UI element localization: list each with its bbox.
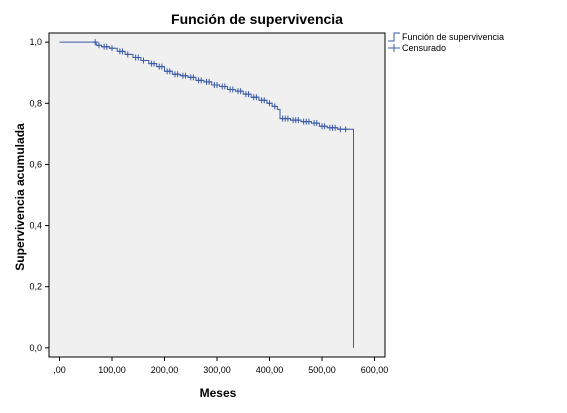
y-tick-label: 0,2 — [29, 282, 42, 292]
censor-mark — [109, 45, 115, 52]
plot-area — [48, 32, 386, 358]
censor-mark — [261, 97, 268, 104]
censor-layer — [92, 39, 349, 133]
legend-label-survival: Función de supervivencia — [402, 32, 504, 42]
censor-mark — [266, 100, 273, 107]
censor-mark — [103, 43, 110, 50]
censor-mark — [206, 78, 213, 85]
censor-mark — [140, 57, 147, 64]
legend-label-censored: Censurado — [402, 43, 446, 53]
censor-mark — [174, 71, 181, 78]
censor-mark — [151, 60, 157, 67]
censor-mark — [158, 63, 165, 70]
x-tick-label: 200,00 — [151, 365, 179, 375]
legend: Función de supervivencia Censurado — [388, 32, 504, 53]
y-tick-label: 0,8 — [29, 98, 42, 108]
censor-mark — [182, 72, 189, 79]
censor-mark — [253, 94, 260, 101]
censor-mark — [198, 77, 205, 84]
censor-mark — [332, 124, 339, 131]
x-axis-title: Meses — [200, 386, 237, 400]
legend-step-line-icon — [388, 32, 400, 42]
censor-mark — [221, 83, 228, 90]
censor-mark — [119, 48, 126, 55]
censor-mark — [245, 91, 252, 98]
x-tick-label: 100,00 — [98, 365, 126, 375]
x-tick-label: ,00 — [53, 365, 66, 375]
x-tick-label: 600,00 — [361, 365, 389, 375]
censor-mark — [271, 103, 278, 110]
censor-mark — [284, 115, 291, 122]
censor-mark — [237, 88, 244, 95]
censor-mark — [321, 123, 328, 130]
chart-title: Función de supervivencia — [171, 11, 343, 27]
censor-mark — [313, 120, 320, 127]
y-tick-label: 0,0 — [29, 343, 42, 353]
censor-mark — [95, 42, 102, 49]
y-tick-label: 0,4 — [29, 221, 42, 231]
censor-mark — [92, 39, 99, 46]
censor-mark — [190, 74, 197, 81]
censor-mark — [305, 118, 312, 125]
legend-censor-mark-icon — [388, 44, 400, 52]
censor-mark — [166, 68, 173, 75]
x-tick-label: 300,00 — [203, 365, 231, 375]
censor-mark — [229, 86, 236, 93]
y-axis: 0,0 0,2 0,4 0,6 0,8 1,0 — [29, 37, 49, 353]
censor-mark — [135, 54, 142, 61]
y-axis-title: Supervivencia acumulada — [13, 123, 27, 271]
y-tick-label: 0,6 — [29, 159, 42, 169]
censor-mark — [342, 126, 349, 133]
censor-mark — [295, 117, 302, 124]
y-tick-label: 1,0 — [29, 37, 42, 47]
censor-mark — [337, 126, 344, 133]
censor-mark — [214, 81, 220, 88]
x-tick-label: 500,00 — [308, 365, 336, 375]
x-axis: ,00 100,00 200,00 300,00 400,00 500,00 600,00 — [53, 357, 388, 375]
x-tick-label: 400,00 — [256, 365, 284, 375]
censor-mark — [124, 51, 131, 58]
